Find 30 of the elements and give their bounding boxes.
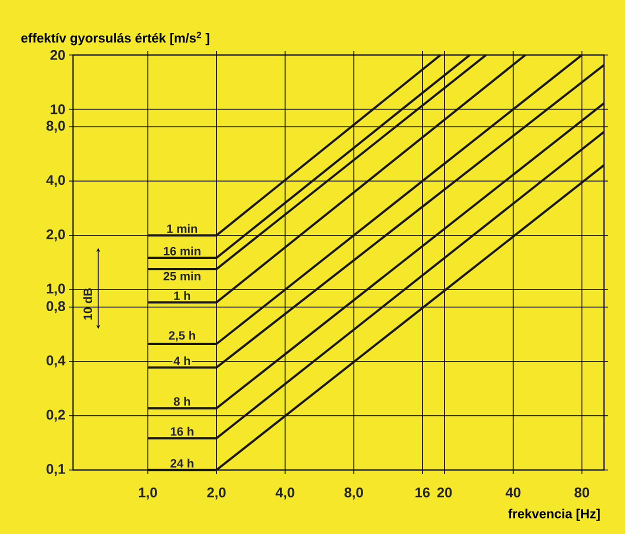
- y-tick-label: 1,0: [46, 284, 65, 296]
- series-label: 2,5 h: [168, 330, 196, 342]
- x-tick-label: 2,0: [207, 487, 226, 500]
- y-tick-label: 8,0: [46, 120, 65, 133]
- y-axis-title: effektív gyorsulás érték [m/s$^{2}$ ]: [21, 32, 210, 46]
- series-label: 1 min: [167, 224, 198, 233]
- y-tick-label: 0,2: [46, 410, 65, 422]
- series-label: 25 min: [164, 272, 200, 280]
- y-tick-label: 0,1: [46, 464, 66, 476]
- series-label: 16 h: [170, 426, 194, 436]
- x-tick-label: 1,0: [138, 487, 157, 500]
- y-tick-label: 10: [50, 104, 65, 114]
- x-tick-label: 16: [416, 487, 430, 498]
- x-tick-label: 80: [574, 487, 590, 498]
- y-tick-label: 0,8: [46, 301, 66, 314]
- y-tick-label: 4,0: [46, 175, 65, 188]
- x-tick-label: 8,0: [344, 487, 363, 500]
- series-label: 24 h: [170, 458, 194, 468]
- x-axis-title: frekvencia [Hz]: [508, 508, 600, 521]
- series-label: 8 h: [174, 396, 190, 406]
- y-tick-label: 0,4: [46, 355, 66, 368]
- y-tick-label: 20: [50, 50, 65, 60]
- x-tick-label: 20: [437, 487, 452, 498]
- x-tick-label: 4,0: [276, 487, 294, 500]
- annotation: 10 dB: [83, 288, 92, 320]
- series-label: 4 h: [174, 356, 190, 366]
- series-label: 16 min: [164, 246, 200, 256]
- x-tick-label: 40: [506, 487, 520, 498]
- y-tick-label: 2,0: [46, 229, 65, 242]
- series-label: 1 h: [174, 291, 190, 300]
